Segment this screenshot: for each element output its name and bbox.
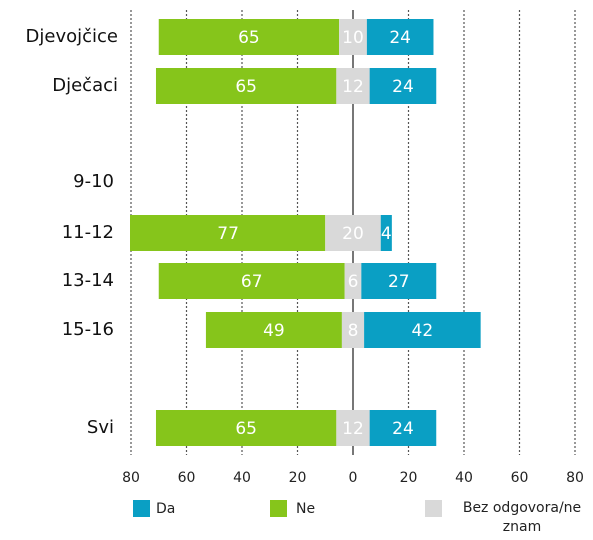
x-tick-label: 40 xyxy=(455,470,473,486)
category-label: 11-12 xyxy=(62,222,114,243)
bars xyxy=(130,19,481,446)
legend-swatch xyxy=(425,500,442,517)
data-label: 24 xyxy=(392,77,414,97)
data-label: 24 xyxy=(389,28,411,48)
category-label: Svi xyxy=(87,417,114,438)
x-tick-label: 20 xyxy=(289,470,307,486)
bar-segment xyxy=(369,410,437,446)
data-label: 4 xyxy=(381,224,392,244)
bar-segment xyxy=(361,263,437,299)
x-tick-label: 40 xyxy=(233,470,251,486)
data-label: 12 xyxy=(342,419,364,439)
legend-swatch xyxy=(133,500,150,517)
labels: 80 60 40 20 0 20 40 60 80 Djevojčice 65 10 24 Dječaci… xyxy=(26,26,584,517)
x-tick-label: 60 xyxy=(511,470,529,486)
bar-segment xyxy=(344,263,362,299)
data-label: 49 xyxy=(263,321,285,341)
bar-segment xyxy=(158,263,345,299)
data-label: 27 xyxy=(388,272,410,292)
category-label: 13-14 xyxy=(62,270,114,291)
bar-segment xyxy=(205,312,342,348)
bar-segment xyxy=(341,312,365,348)
data-label: 77 xyxy=(217,224,239,244)
x-tick-label: 60 xyxy=(178,470,196,486)
bar-segment xyxy=(155,68,337,104)
bar-segment xyxy=(155,410,337,446)
x-tick-label: 20 xyxy=(400,470,418,486)
data-label: 20 xyxy=(342,224,364,244)
legend-swatch xyxy=(270,500,287,517)
data-label: 65 xyxy=(235,77,257,97)
data-label: 10 xyxy=(342,28,364,48)
bar-segment xyxy=(369,68,437,104)
legend-label: Ne xyxy=(296,501,315,517)
data-label: 12 xyxy=(342,77,364,97)
bar-segment xyxy=(380,215,392,251)
bar-segment xyxy=(336,68,370,104)
legend-label: Bez odgovora/ne znam xyxy=(462,500,582,535)
data-label: 8 xyxy=(348,321,359,341)
category-label: Dječaci xyxy=(52,75,118,96)
x-tick-label: 80 xyxy=(566,470,584,486)
data-label: 6 xyxy=(348,272,359,292)
bar-segment xyxy=(339,19,367,55)
bar-segment xyxy=(325,215,381,251)
category-label: Djevojčice xyxy=(26,26,118,47)
data-label: 67 xyxy=(241,272,263,292)
data-label: 24 xyxy=(392,419,414,439)
x-tick-label: 80 xyxy=(122,470,140,486)
bar-segment xyxy=(364,312,481,348)
bar-segment xyxy=(366,19,434,55)
data-label: 65 xyxy=(235,419,257,439)
bar-segment xyxy=(158,19,340,55)
bar-segment xyxy=(336,410,370,446)
category-label: 15-16 xyxy=(62,319,114,340)
x-tick-label: 0 xyxy=(349,470,358,486)
data-label: 65 xyxy=(238,28,260,48)
data-label: 42 xyxy=(412,321,434,341)
category-label: 9-10 xyxy=(73,171,114,192)
legend-label: Da xyxy=(156,501,175,517)
bar-segment xyxy=(130,215,326,251)
